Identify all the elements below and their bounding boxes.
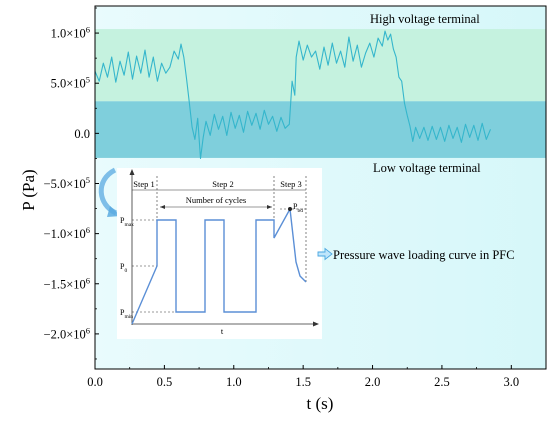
pbd-point [288, 207, 292, 211]
high-voltage-label: High voltage terminal [370, 12, 480, 26]
cycles-label: Number of cycles [186, 195, 246, 205]
caption-arrow [317, 247, 333, 261]
low-voltage-label: Low voltage terminal [373, 161, 481, 175]
inset-x-axis-label: t [221, 326, 224, 336]
x-tick-label: 0.0 [87, 375, 103, 389]
y-tick-label: 0.0 [74, 127, 90, 141]
y-tick-label: −1.0×106 [44, 225, 90, 241]
step2-label: Step 2 [212, 179, 234, 189]
inset-x-arrow [313, 321, 319, 327]
x-tick-label: 1.5 [295, 375, 311, 389]
inset-loading-curve: Step 1 Step 2 Step 3 Number of cycles Pm… [117, 168, 322, 339]
x-tick-label: 2.5 [434, 375, 450, 389]
plot-frame [94, 5, 547, 370]
low-voltage-band [95, 101, 546, 158]
inset-y-arrow [129, 169, 135, 175]
step1-label: Step 1 [133, 179, 155, 189]
inset-background [117, 168, 322, 339]
y-tick-label: −1.5×106 [44, 275, 90, 291]
inset-loading-line [131, 206, 307, 325]
pmax-label: Pmax [120, 216, 134, 228]
y-tick-label: −2.0×106 [44, 325, 90, 341]
y-tick-label: 1.0×106 [51, 25, 90, 41]
step3-label: Step 3 [280, 179, 302, 189]
x-axis-label: t (s) [307, 394, 334, 413]
x-tick-label: 3.0 [503, 375, 519, 389]
y-tick-label: 5.0×105 [51, 75, 90, 91]
pbd-label: Pbd [293, 202, 303, 214]
x-tick-label: 1.0 [226, 375, 242, 389]
cycles-arrow-right [267, 205, 272, 209]
x-tick-label: 0.5 [157, 375, 173, 389]
inset-caption: Pressure wave loading curve in PFC [333, 248, 515, 262]
pressure-series-line [95, 30, 492, 159]
y-tick-label: −5.0×105 [44, 175, 90, 191]
p0-label: P0 [120, 262, 127, 274]
cycles-arrow-left [160, 205, 165, 209]
y-axis-label: P (Pa) [19, 169, 38, 210]
x-tick-label: 2.0 [365, 375, 381, 389]
pmin-label: Pmin [120, 308, 133, 320]
